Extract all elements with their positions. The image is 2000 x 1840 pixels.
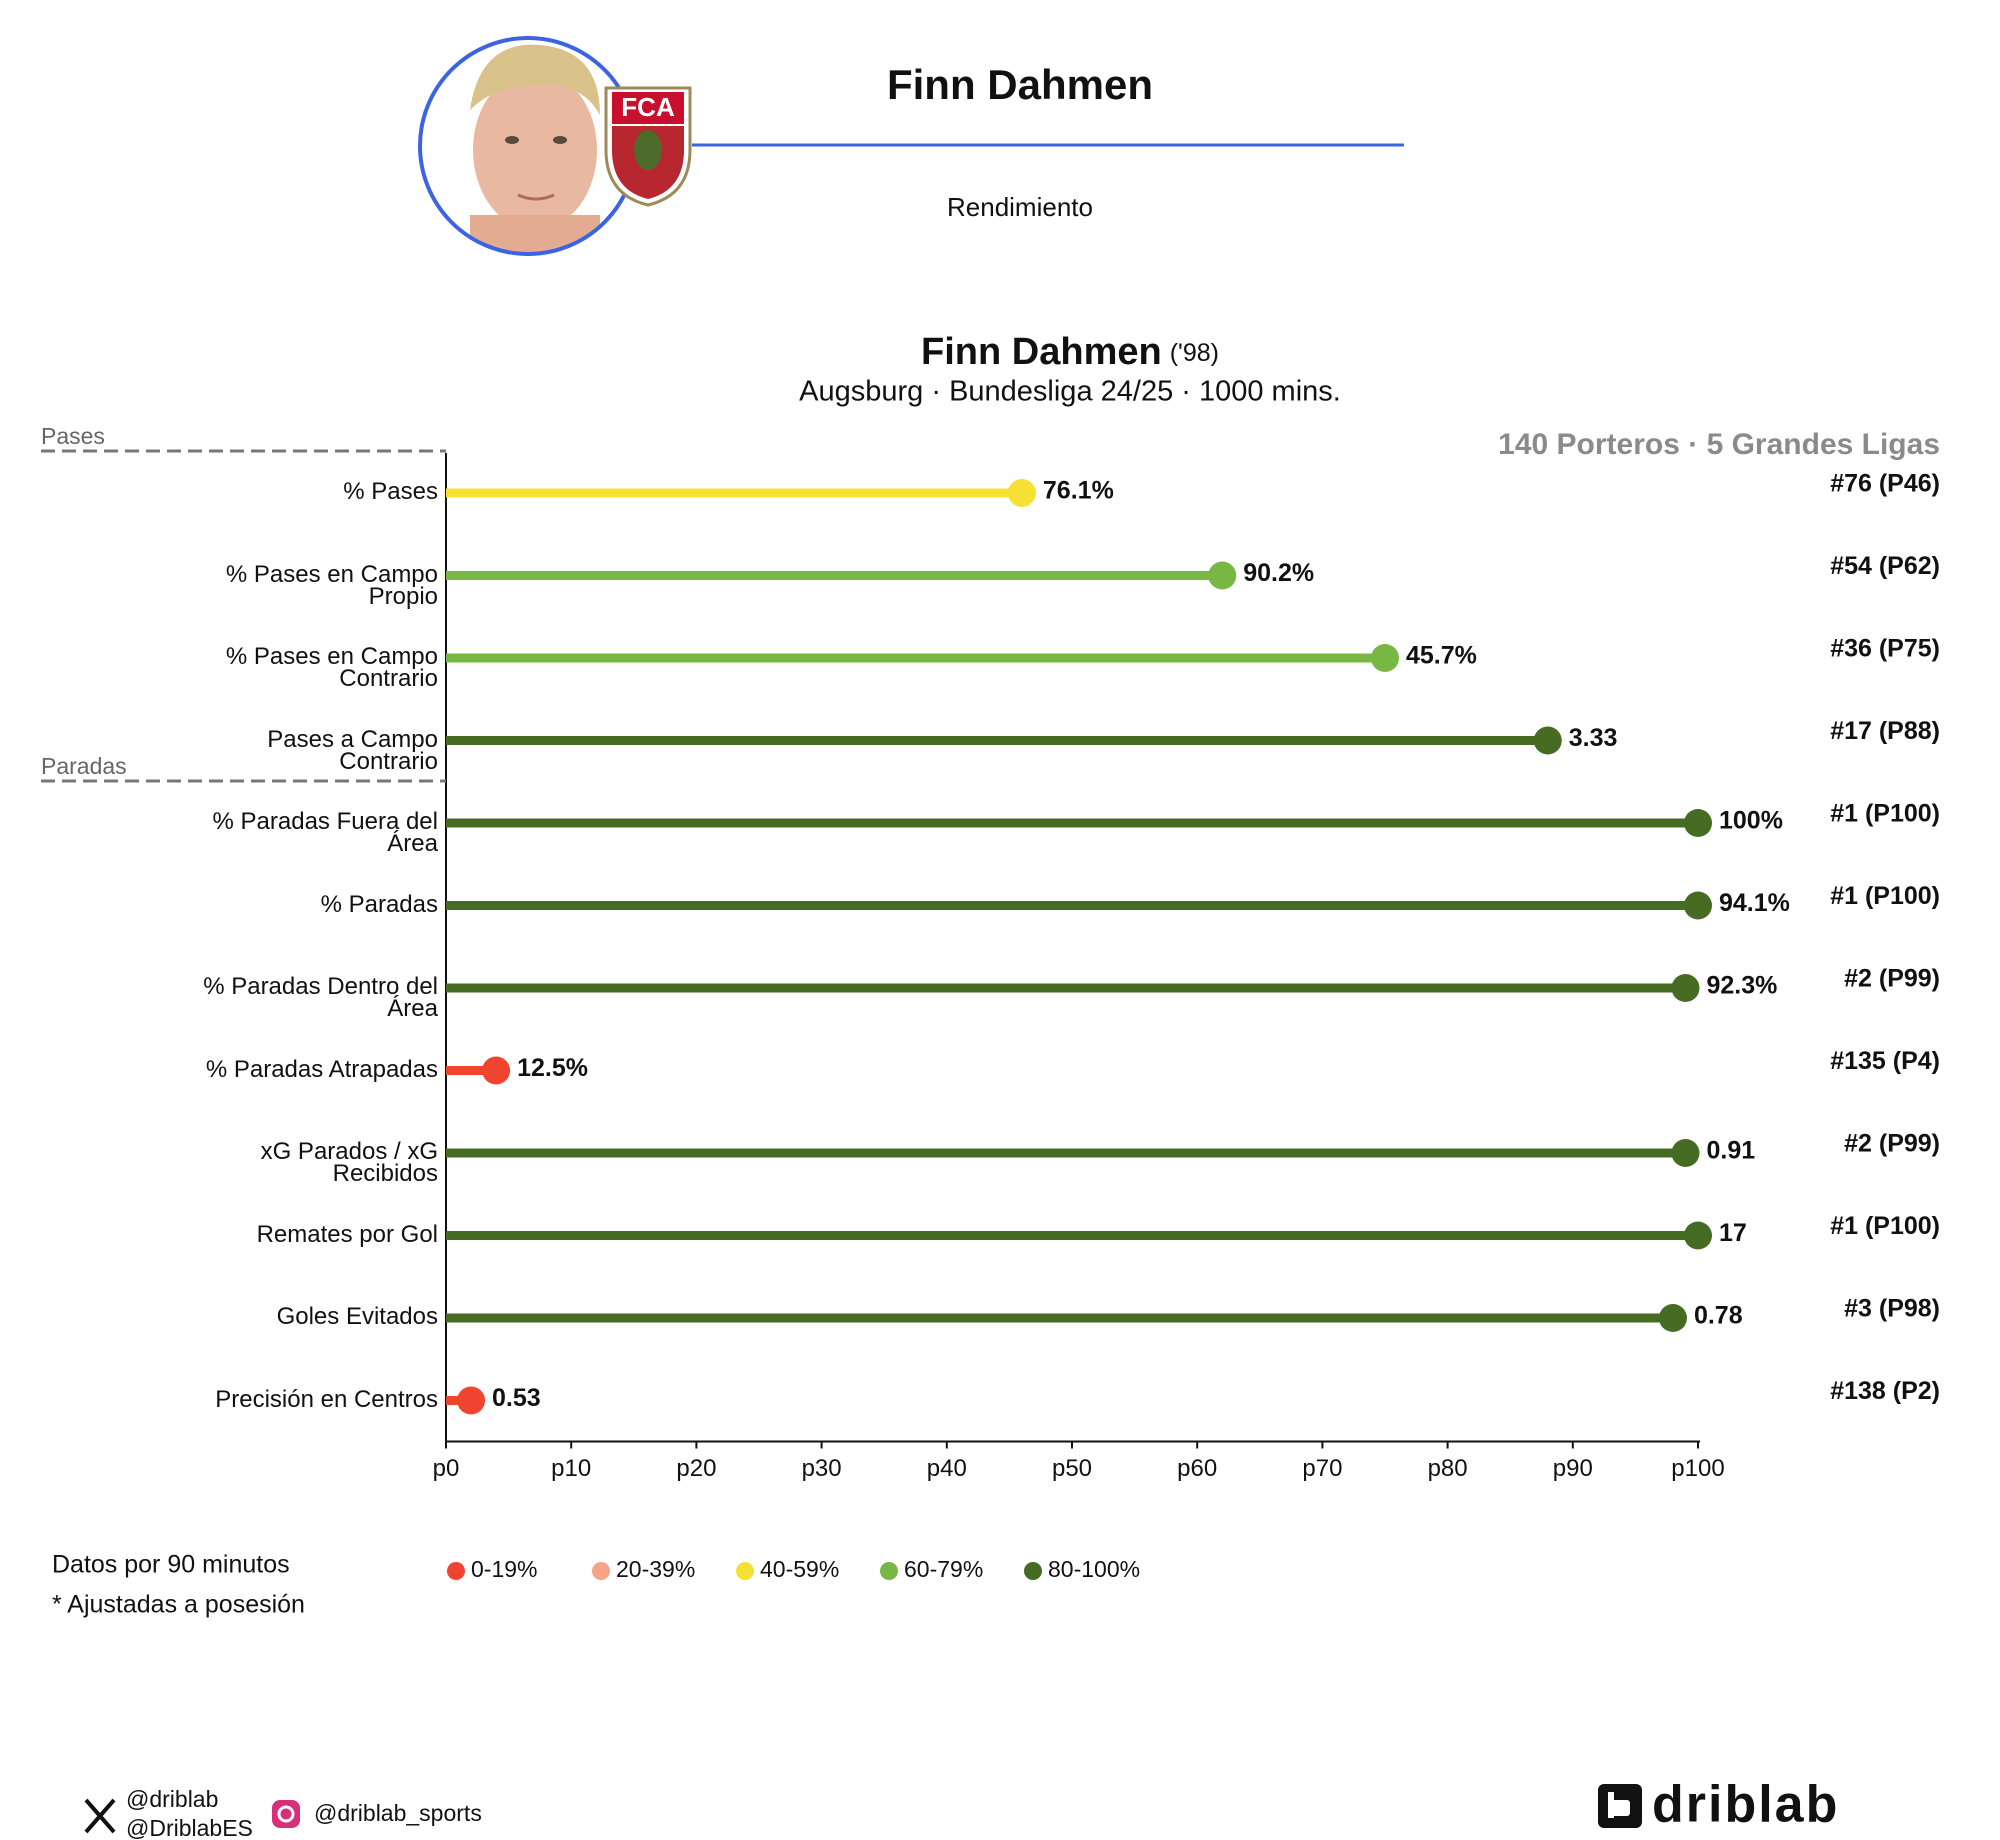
- x-tick-label: p10: [551, 1455, 591, 1482]
- legend-label: 60-79%: [904, 1556, 983, 1582]
- x-tick-label: p20: [676, 1455, 716, 1482]
- lollipop-dot: [1684, 891, 1712, 920]
- chart-title-suffix: ('98): [1170, 339, 1219, 367]
- stat-label: 100%: [1719, 807, 1783, 835]
- category-label: % Paradas Dentro del Área: [203, 973, 438, 1022]
- footer-note: Datos por 90 minutos: [52, 1551, 290, 1579]
- legend-swatch: [880, 1562, 898, 1580]
- category-label: % Paradas: [320, 890, 438, 918]
- stat-label: 12.5%: [517, 1054, 588, 1082]
- category-label: Pases a Campo Contrario: [267, 725, 438, 775]
- club-crest: FCA: [604, 86, 692, 207]
- section-label: Pases: [41, 423, 105, 449]
- stat-label: 90.2%: [1243, 559, 1314, 587]
- stat-label: 0.91: [1706, 1137, 1755, 1165]
- x-tick-label: p50: [1052, 1455, 1092, 1482]
- rank-label: #1 (P100): [1830, 1212, 1940, 1240]
- x-tick-label: p80: [1428, 1455, 1468, 1482]
- legend-label: 20-39%: [616, 1556, 695, 1582]
- player-name: Finn Dahmen: [887, 61, 1153, 108]
- rank-label: #76 (P46): [1830, 470, 1940, 498]
- section-label: Paradas: [41, 753, 127, 779]
- rank-label: #2 (P99): [1844, 1130, 1940, 1158]
- x-tick-label: p30: [802, 1455, 842, 1482]
- lollipop-dot: [1671, 974, 1700, 1002]
- lollipop-dot: [1671, 1139, 1700, 1167]
- chart-subtitle: Augsburg · Bundesliga 24/25 · 1000 mins.: [799, 376, 1341, 408]
- lollipop-dot: [457, 1386, 486, 1415]
- rank-label: #135 (P4): [1830, 1047, 1940, 1075]
- context-label: 140 Porteros · 5 Grandes Ligas: [1498, 428, 1940, 461]
- rank-label: #36 (P75): [1830, 635, 1940, 663]
- x-tick-label: p70: [1302, 1455, 1342, 1482]
- lollipop-dot: [1684, 1221, 1712, 1250]
- category-label: % Pases: [343, 478, 438, 505]
- lollipop-dot: [1208, 561, 1237, 590]
- chart-title: Finn Dahmen: [921, 331, 1162, 373]
- category-label: xG Parados / xG Recibidos: [260, 1138, 438, 1187]
- category-label: Precisión en Centros: [215, 1385, 438, 1413]
- lollipop-dot: [1684, 809, 1712, 837]
- rank-label: #138 (P2): [1830, 1377, 1940, 1405]
- x-tick-label: p40: [927, 1455, 967, 1482]
- stat-label: 3.33: [1569, 724, 1618, 752]
- brand-name: driblab: [1652, 1776, 1839, 1834]
- lollipop-dot: [1371, 644, 1399, 672]
- rank-label: #3 (P98): [1844, 1295, 1940, 1323]
- rank-label: #1 (P100): [1830, 882, 1940, 910]
- category-label: Remates por Gol: [256, 1220, 438, 1248]
- legend-label: 80-100%: [1048, 1556, 1140, 1582]
- brand-logo: [1598, 1784, 1642, 1828]
- stat-label: 17: [1719, 1219, 1747, 1247]
- legend-swatch: [592, 1562, 610, 1580]
- rank-label: #17 (P88): [1830, 717, 1940, 745]
- legend-label: 0-19%: [471, 1556, 537, 1582]
- crest-text: FCA: [621, 92, 675, 122]
- category-label: % Paradas Atrapadas: [205, 1055, 438, 1083]
- x-tick-label: p100: [1671, 1455, 1724, 1482]
- legend-label: 40-59%: [760, 1556, 839, 1582]
- x-tick-label: p60: [1177, 1455, 1217, 1482]
- header-subtitle: Rendimiento: [947, 192, 1093, 222]
- stat-label: 45.7%: [1406, 642, 1477, 670]
- legend-swatch: [736, 1562, 754, 1580]
- lollipop-dot: [1658, 1304, 1687, 1332]
- stat-label: 92.3%: [1706, 972, 1777, 1000]
- twitter-handle: @driblab: [126, 1786, 218, 1812]
- x-icon: [84, 1798, 116, 1834]
- twitter-handle: @DriblabES: [126, 1815, 253, 1840]
- instagram-icon: [272, 1800, 300, 1828]
- stat-label: 0.78: [1694, 1302, 1743, 1330]
- category-label: % Paradas Fuera del Área: [212, 808, 438, 857]
- stat-label: 94.1%: [1719, 889, 1790, 917]
- legend-swatch: [1024, 1562, 1042, 1580]
- instagram-handle: @driblab_sports: [314, 1800, 482, 1826]
- stat-label: 0.53: [492, 1384, 541, 1412]
- lollipop-dot: [1007, 479, 1036, 507]
- x-tick-label: p0: [433, 1455, 460, 1482]
- rank-label: #1 (P100): [1830, 800, 1940, 828]
- footer-note: * Ajustadas a posesión: [52, 1591, 305, 1619]
- legend-swatch: [447, 1562, 465, 1580]
- rank-label: #54 (P62): [1830, 552, 1940, 580]
- category-label: Goles Evitados: [276, 1303, 438, 1330]
- rank-label: #2 (P99): [1844, 965, 1940, 993]
- x-tick-label: p90: [1553, 1455, 1593, 1482]
- lollipop-dot: [1533, 726, 1562, 755]
- category-label: % Pases en Campo Contrario: [225, 643, 438, 692]
- player-photo: [418, 36, 638, 256]
- lollipop-dot: [482, 1056, 511, 1085]
- stat-label: 76.1%: [1043, 477, 1114, 505]
- title-group: Finn Dahmen ('98): [921, 331, 1219, 373]
- category-label: % Pases en Campo Propio: [225, 560, 438, 610]
